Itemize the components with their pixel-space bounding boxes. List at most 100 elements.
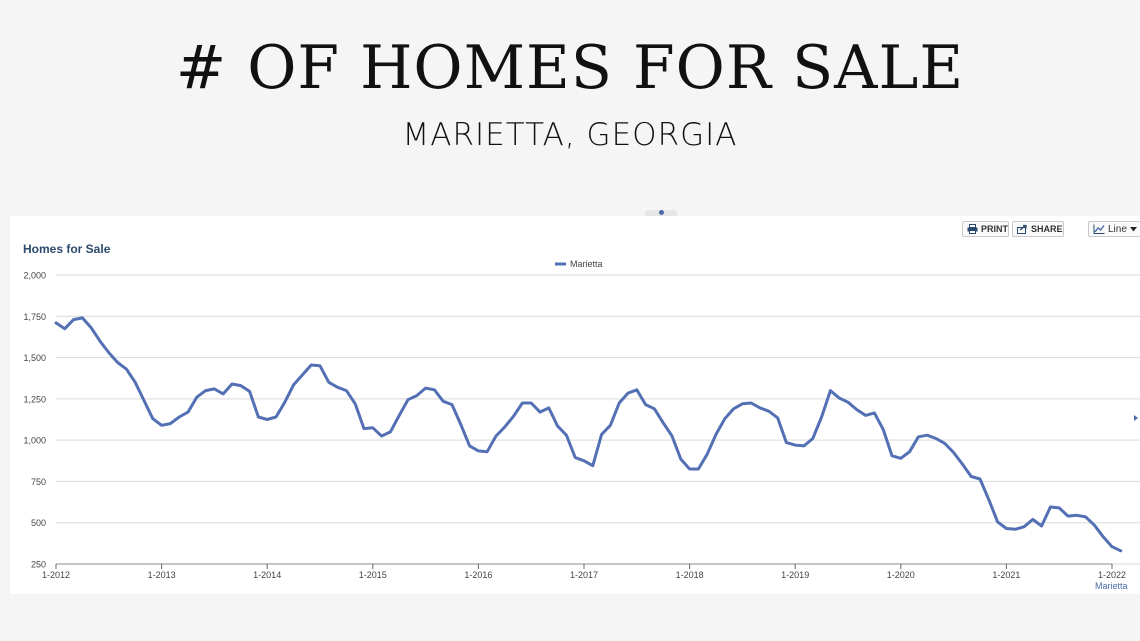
- x-tick-label: 1-2022: [1098, 570, 1126, 580]
- data-point: [733, 408, 735, 410]
- printer-icon: [967, 224, 978, 234]
- data-point: [521, 402, 524, 404]
- data-point: [293, 384, 295, 386]
- data-point: [557, 425, 559, 427]
- share-button[interactable]: SHARE: [1012, 221, 1064, 237]
- data-point: [926, 434, 928, 436]
- y-tick-label: 1,500: [23, 353, 46, 363]
- data-point: [64, 328, 66, 330]
- data-point: [1085, 516, 1087, 518]
- data-point: [583, 460, 585, 462]
- data-point: [73, 319, 75, 321]
- data-point: [495, 435, 497, 437]
- data-point: [1005, 527, 1008, 530]
- data-point: [680, 458, 682, 460]
- share-label: SHARE: [1031, 224, 1063, 234]
- data-point: [249, 390, 251, 392]
- data-point: [689, 468, 691, 470]
- data-point: [829, 390, 832, 392]
- data-point: [1014, 528, 1016, 530]
- data-point: [565, 434, 568, 436]
- series-end-label: Marietta: [1095, 581, 1128, 591]
- data-point: [900, 457, 902, 459]
- scroll-right-arrow-icon[interactable]: [1134, 415, 1138, 421]
- data-point: [266, 418, 268, 421]
- chart-type-select[interactable]: Line: [1088, 221, 1140, 237]
- data-point: [460, 423, 462, 426]
- legend-label: Marietta: [570, 259, 603, 269]
- data-point: [99, 340, 101, 342]
- page-title: # OF HOMES FOR SALE: [175, 33, 965, 103]
- data-point: [319, 365, 321, 367]
- data-point: [398, 414, 400, 416]
- data-point: [935, 437, 937, 440]
- data-point: [1049, 506, 1051, 508]
- data-point: [231, 383, 233, 385]
- data-point: [240, 385, 242, 387]
- data-point: [407, 399, 409, 401]
- data-point: [1093, 524, 1095, 526]
- data-point: [909, 451, 911, 453]
- data-point: [425, 387, 427, 389]
- data-point: [1102, 536, 1104, 538]
- x-tick-label: 1-2019: [781, 570, 809, 580]
- data-point: [284, 401, 286, 403]
- data-point: [548, 407, 550, 409]
- data-point: [469, 445, 471, 447]
- y-tick-label: 2,000: [23, 271, 46, 281]
- series-line-marietta: [54, 316, 1123, 553]
- data-point: [354, 403, 356, 405]
- y-tick-label: 1,750: [23, 312, 46, 322]
- data-point: [917, 436, 920, 438]
- page-subtitle: MARIETTA, GEORGIA: [402, 117, 738, 153]
- x-tick-label: 1-2021: [992, 570, 1020, 580]
- data-point: [1111, 546, 1113, 548]
- data-point: [108, 352, 110, 354]
- print-button[interactable]: PRINT: [962, 221, 1009, 237]
- x-tick-label: 1-2015: [359, 570, 387, 580]
- data-point: [777, 417, 779, 419]
- data-point: [222, 393, 224, 395]
- x-tick-label: 1-2020: [887, 570, 915, 580]
- data-point: [609, 424, 612, 426]
- x-tick-label: 1-2013: [148, 570, 176, 580]
- data-point: [1058, 507, 1060, 509]
- data-point: [451, 404, 453, 406]
- x-tick-label: 1-2014: [253, 570, 281, 580]
- data-point: [328, 381, 330, 383]
- data-point: [1023, 526, 1025, 528]
- data-point: [706, 453, 708, 455]
- data-point: [803, 445, 805, 447]
- data-point: [169, 423, 171, 425]
- data-point: [143, 399, 145, 402]
- data-point: [574, 456, 576, 459]
- data-point: [389, 431, 391, 433]
- data-point: [697, 468, 700, 470]
- data-point: [741, 403, 744, 405]
- data-point: [891, 455, 893, 457]
- data-point: [768, 410, 770, 412]
- data-point: [275, 416, 277, 418]
- data-point: [477, 450, 479, 452]
- data-point: [812, 437, 814, 440]
- data-point: [381, 435, 383, 437]
- y-tick-label: 500: [31, 518, 46, 528]
- data-point: [882, 428, 884, 430]
- data-point: [178, 416, 180, 418]
- chart-type-label: Line: [1108, 223, 1127, 235]
- data-point: [301, 374, 303, 376]
- y-tick-label: 1,250: [23, 394, 46, 404]
- data-point: [715, 433, 717, 435]
- data-point: [161, 424, 163, 426]
- data-point: [539, 411, 541, 413]
- data-point: [865, 414, 867, 416]
- data-point: [601, 433, 603, 435]
- data-point: [618, 402, 620, 404]
- data-point: [873, 412, 876, 414]
- data-point: [662, 422, 664, 424]
- line-chart-icon: [1093, 224, 1105, 234]
- data-point: [310, 364, 312, 366]
- y-tick-label: 750: [31, 477, 46, 487]
- data-point: [416, 395, 418, 397]
